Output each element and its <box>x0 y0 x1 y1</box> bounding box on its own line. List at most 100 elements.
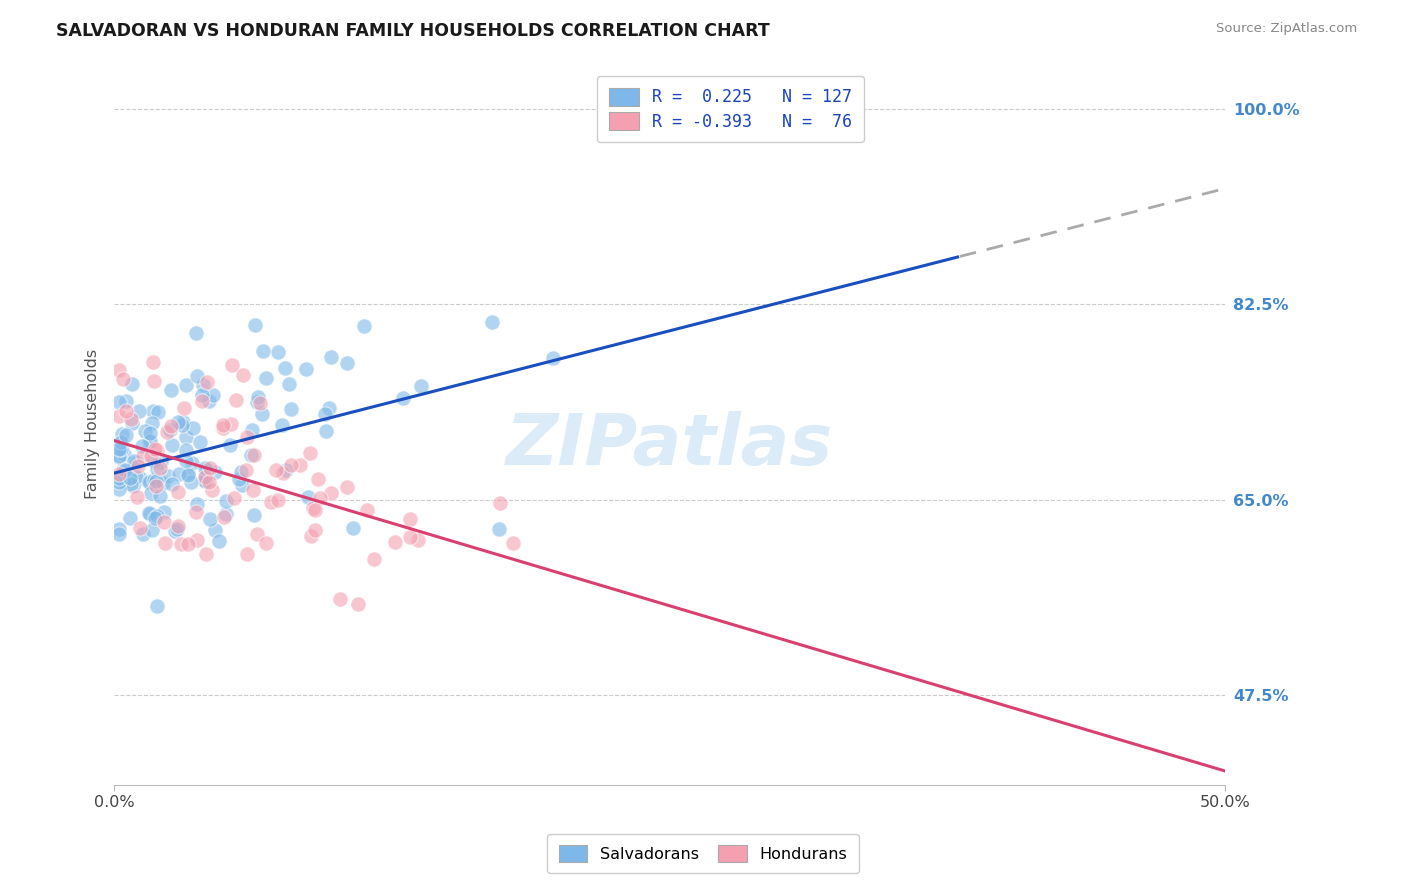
Point <box>170 537 193 551</box>
Point <box>190 393 212 408</box>
Point <box>107 450 129 464</box>
Point <box>186 497 208 511</box>
Point <box>200 483 222 497</box>
Point <box>138 506 160 520</box>
Point <box>242 508 264 523</box>
Point <box>249 396 271 410</box>
Point <box>193 470 215 484</box>
Point <box>174 430 197 444</box>
Point <box>481 315 503 329</box>
Point <box>145 462 167 476</box>
Point <box>246 526 269 541</box>
Point <box>177 537 200 551</box>
Point <box>212 510 235 524</box>
Point <box>134 424 156 438</box>
Point <box>336 356 359 370</box>
Point <box>266 345 288 359</box>
Point <box>280 458 302 472</box>
Point <box>115 393 138 408</box>
Point <box>141 523 163 537</box>
Text: SALVADORAN VS HONDURAN FAMILY HOUSEHOLDS CORRELATION CHART: SALVADORAN VS HONDURAN FAMILY HOUSEHOLDS… <box>56 22 770 40</box>
Point <box>166 522 188 536</box>
Point <box>218 437 240 451</box>
Point <box>252 343 274 358</box>
Point <box>231 477 253 491</box>
Point <box>127 458 149 473</box>
Point <box>295 362 318 376</box>
Point <box>138 434 160 449</box>
Point <box>195 463 218 477</box>
Legend: R =  0.225   N = 127, R = -0.393   N =  76: R = 0.225 N = 127, R = -0.393 N = 76 <box>598 76 863 143</box>
Point <box>190 434 212 449</box>
Text: Source: ZipAtlas.com: Source: ZipAtlas.com <box>1216 22 1357 36</box>
Point <box>195 547 218 561</box>
Point <box>398 530 420 544</box>
Point <box>399 512 422 526</box>
Point <box>166 415 188 429</box>
Point <box>315 424 337 438</box>
Point <box>145 474 167 488</box>
Point <box>353 319 375 334</box>
Point <box>384 535 406 549</box>
Point <box>541 351 564 365</box>
Point <box>152 515 174 529</box>
Point <box>208 533 231 548</box>
Point <box>302 501 325 516</box>
Point <box>139 485 162 500</box>
Point <box>200 461 222 475</box>
Point <box>142 404 165 418</box>
Point <box>270 417 292 432</box>
Point <box>200 512 222 526</box>
Point <box>114 463 136 477</box>
Point <box>347 597 370 611</box>
Point <box>149 461 172 475</box>
Point <box>243 448 266 462</box>
Point <box>342 521 364 535</box>
Point <box>356 503 378 517</box>
Point <box>107 526 129 541</box>
Point <box>211 421 233 435</box>
Point <box>139 475 162 489</box>
Point <box>211 418 233 433</box>
Point <box>159 423 181 437</box>
Point <box>174 377 197 392</box>
Point <box>221 359 243 373</box>
Point <box>165 524 187 538</box>
Point <box>232 368 254 382</box>
Point <box>243 318 266 332</box>
Point <box>139 507 162 521</box>
Point <box>195 375 218 389</box>
Point <box>488 523 510 537</box>
Y-axis label: Family Households: Family Households <box>86 350 100 500</box>
Point <box>194 475 217 489</box>
Point <box>139 449 162 463</box>
Point <box>110 435 132 450</box>
Point <box>156 425 179 439</box>
Point <box>172 415 194 429</box>
Point <box>308 491 330 506</box>
Point <box>235 463 257 477</box>
Point <box>304 503 326 517</box>
Point <box>155 535 177 549</box>
Point <box>204 465 226 479</box>
Point <box>125 455 148 469</box>
Point <box>198 394 221 409</box>
Point <box>110 442 132 457</box>
Point <box>195 475 218 489</box>
Point <box>246 395 269 409</box>
Point <box>132 527 155 541</box>
Point <box>125 491 148 505</box>
Point <box>236 547 259 561</box>
Point <box>174 442 197 457</box>
Point <box>193 378 215 392</box>
Point <box>121 416 143 430</box>
Legend: Salvadorans, Hondurans: Salvadorans, Hondurans <box>547 833 859 873</box>
Point <box>240 423 263 437</box>
Point <box>186 533 208 547</box>
Point <box>146 599 169 614</box>
Point <box>329 591 352 606</box>
Point <box>194 461 217 475</box>
Point <box>219 417 242 431</box>
Point <box>162 438 184 452</box>
Point <box>160 383 183 397</box>
